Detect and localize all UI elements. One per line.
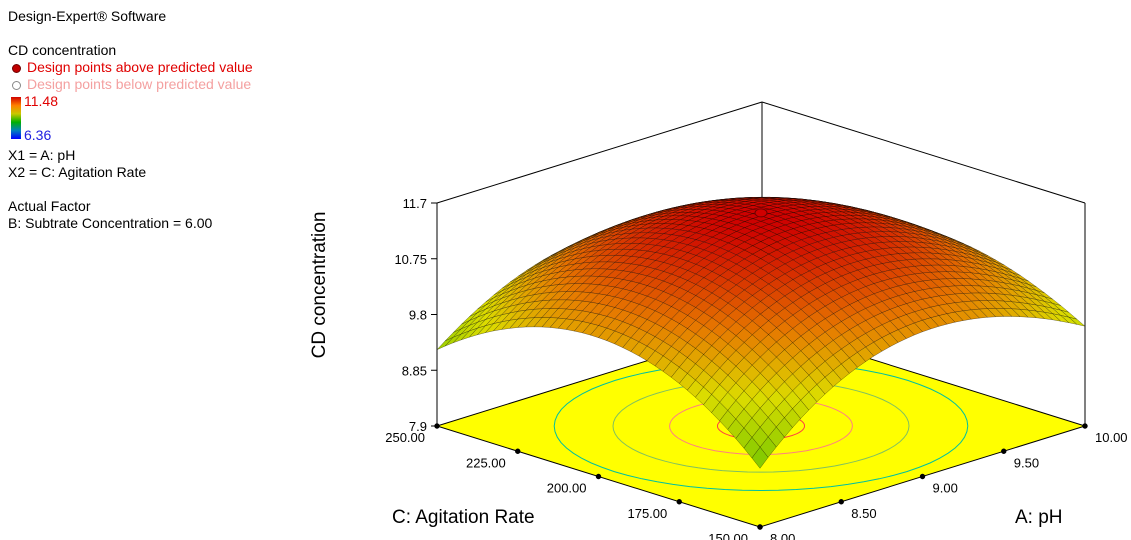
y-tick	[434, 423, 440, 429]
response-name: CD concentration	[8, 42, 117, 58]
software-label: Design-Expert® Software	[8, 8, 167, 24]
legend-above: Design points above predicted value	[8, 59, 253, 76]
x1-label: X1 = A: pH	[8, 147, 76, 163]
y-tick-label: 150.00	[708, 531, 748, 540]
x-tick	[1001, 448, 1007, 454]
design-point-below-icon	[12, 80, 21, 90]
y-tick-label: 175.00	[627, 506, 667, 521]
x2-label: X2 = C: Agitation Rate	[8, 164, 147, 180]
z-axis-title: CD concentration	[309, 212, 330, 359]
x-tick	[838, 499, 844, 505]
z-tick-label: 10.75	[394, 252, 427, 267]
frame-edge	[761, 101, 1086, 204]
gradient-min-label: 6.36	[24, 127, 52, 143]
design-point-marker	[754, 208, 768, 218]
x-tick	[1082, 423, 1088, 429]
axis-ticks	[431, 202, 1088, 530]
x-tick-label: 9.00	[933, 481, 958, 496]
gradient-max-label: 11.48	[24, 93, 58, 109]
x-tick-label: 10.00	[1095, 430, 1128, 445]
x-tick-label: 8.00	[770, 531, 795, 540]
x-tick-label: 9.50	[1014, 455, 1039, 470]
color-gradient-bar	[11, 97, 21, 139]
surface-cell	[751, 446, 769, 469]
y-tick	[515, 448, 521, 454]
legend-below-label: Design points below predicted value	[27, 76, 252, 92]
z-tick-label: 11.7	[403, 196, 427, 211]
x-tick	[919, 473, 926, 480]
color-scale: 11.48 6.36	[8, 93, 253, 143]
actual-factor-value: B: Subtrate Concentration = 6.00	[8, 215, 213, 231]
z-tick-label: 8.85	[402, 363, 427, 378]
response-surface	[436, 197, 1086, 469]
y-tick	[676, 499, 682, 505]
legend-panel: Design-Expert® Software CD concentration…	[8, 8, 253, 232]
legend-below: Design points below predicted value	[8, 76, 253, 93]
x-axis-title: A: pH	[1015, 507, 1063, 528]
y-tick-label: 250.00	[385, 430, 425, 445]
z-tick-label: 9.8	[409, 308, 427, 323]
frame-edge	[436, 101, 763, 204]
x-tick-label: 8.50	[851, 506, 876, 521]
design-point-above-icon	[12, 63, 21, 73]
y-axis-title: C: Agitation Rate	[392, 507, 535, 528]
z-tick-label: 7.9	[409, 419, 427, 434]
y-tick-label: 225.00	[466, 455, 506, 470]
legend-above-label: Design points above predicted value	[27, 59, 253, 75]
y-tick-label: 200.00	[547, 481, 587, 496]
y-tick	[595, 473, 602, 480]
actual-factor-title: Actual Factor	[8, 198, 91, 214]
y-tick	[757, 524, 763, 530]
